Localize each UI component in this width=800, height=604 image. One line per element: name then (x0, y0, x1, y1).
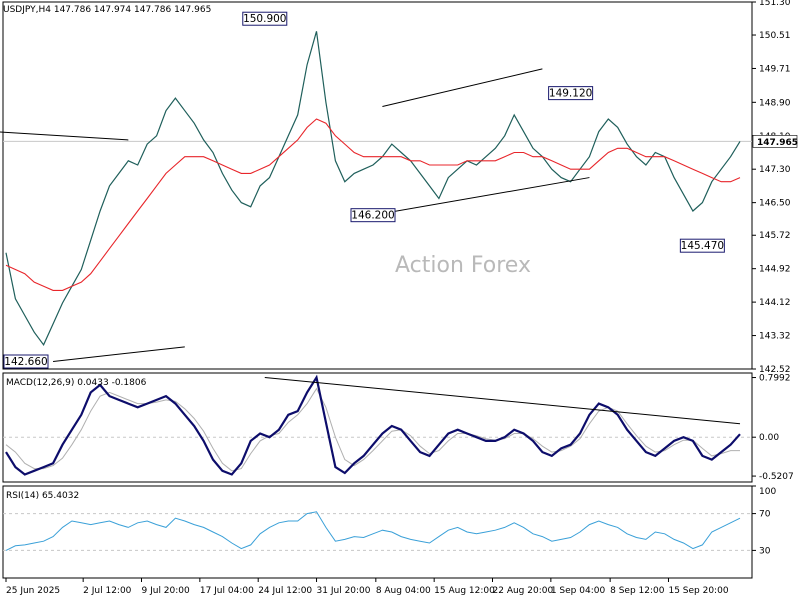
price-panel-frame (2, 1, 753, 370)
macd-label: MACD(12,26,9) 0.0433 -0.1806 (6, 378, 147, 388)
rsi-axis-tick-label: 100 (759, 487, 776, 497)
price-axis-tick-label: 142.52 (759, 365, 791, 375)
x-axis-tick-label: 17 Jul 04:00 (200, 586, 254, 596)
current-price-box (752, 135, 798, 148)
rsi-axis-tick-label: 70 (759, 510, 771, 520)
x-axis-tick-label: 2 Jul 12:00 (83, 586, 132, 596)
macd-panel-frame (2, 372, 753, 483)
rsi-axis-tick-label: 30 (759, 546, 771, 556)
price-axis-tick-label: 144.92 (759, 265, 791, 275)
price-annotation-box (242, 11, 288, 26)
rsi-line (5, 511, 741, 551)
x-axis-tick-label: 8 Sep 12:00 (610, 586, 665, 596)
macd-axis-tick-label: 0.00 (759, 433, 779, 443)
price-axis-tick-label: 147.30 (759, 165, 791, 175)
price-annotation-box (679, 238, 725, 253)
price-trendline (0, 131, 129, 141)
macd-axis-tick-label: -0.5207 (759, 472, 794, 482)
rsi-label: RSI(14) 65.4032 (6, 491, 79, 501)
moving-average-line (5, 118, 741, 291)
macd-trendline (264, 376, 741, 425)
x-axis-tick-label: 1 Sep 04:00 (551, 586, 606, 596)
price-axis-tick-label: 146.50 (759, 199, 791, 209)
macd-main-line (5, 374, 741, 476)
price-trendline (372, 177, 590, 216)
price-annotation-label: 150.900 (243, 13, 286, 25)
x-axis-tick-label: 25 Jun 2025 (6, 586, 60, 596)
price-axis-tick-label: 150.51 (759, 31, 791, 41)
watermark: Action Forex (395, 253, 531, 278)
symbol-label: USDJPY,H4 147.786 147.974 147.786 147.96… (3, 5, 211, 15)
x-axis-tick-label: 31 Jul 20:00 (317, 586, 371, 596)
price-axis-tick-label: 151.30 (759, 0, 791, 8)
price-annotation-label: 149.120 (549, 88, 592, 100)
macd-signal-line (5, 387, 740, 472)
price-trendline (52, 346, 185, 362)
price-axis-tick-label: 148.90 (759, 98, 791, 108)
price-axis-tick-label: 145.72 (759, 231, 791, 241)
x-axis-tick-label: 9 Jul 20:00 (142, 586, 191, 596)
price-annotation-box (3, 354, 49, 369)
price-annotation-box (350, 208, 396, 223)
price-axis-tick-label: 143.32 (759, 332, 791, 342)
x-axis-tick-label: 24 Jul 12:00 (258, 586, 312, 596)
price-annotation-label: 145.470 (681, 240, 724, 252)
x-axis-tick-label: 22 Aug 20:00 (493, 586, 554, 596)
current-price-label: 147.965 (757, 138, 798, 148)
price-axis-tick-label: 144.12 (759, 298, 791, 308)
x-axis-tick-label: 8 Aug 04:00 (376, 586, 431, 596)
macd-axis-tick-label: 0.7992 (759, 374, 791, 384)
price-trendline (382, 68, 543, 107)
price-series-line (5, 31, 741, 346)
price-axis-tick-label: 149.71 (759, 64, 791, 74)
price-annotation-label: 142.660 (4, 356, 47, 368)
x-axis-tick-label: 15 Sep 20:00 (668, 586, 728, 596)
price-annotation-box (548, 86, 594, 101)
rsi-panel-frame (2, 485, 753, 579)
x-axis-tick-label: 15 Aug 12:00 (434, 586, 495, 596)
price-annotation-label: 146.200 (351, 210, 394, 222)
